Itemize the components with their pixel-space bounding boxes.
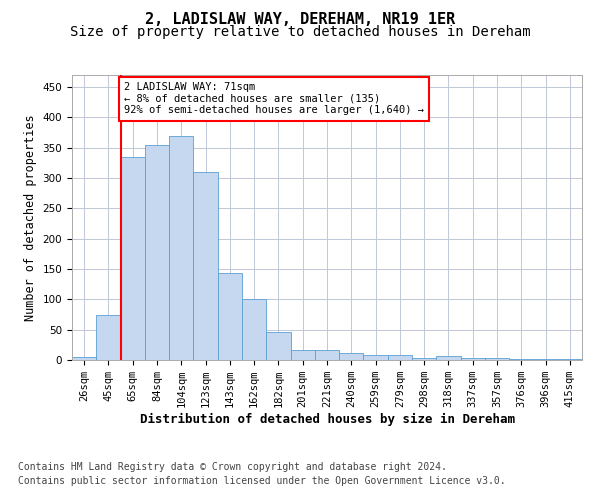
Bar	[412, 358, 436, 360]
Text: 2 LADISLAW WAY: 71sqm
← 8% of detached houses are smaller (135)
92% of semi-deta: 2 LADISLAW WAY: 71sqm ← 8% of detached h…	[124, 82, 424, 116]
Text: Size of property relative to detached houses in Dereham: Size of property relative to detached ho…	[70, 25, 530, 39]
Bar	[121, 157, 145, 360]
Bar	[218, 274, 242, 360]
Bar	[364, 354, 388, 360]
Bar	[485, 358, 509, 360]
Text: Contains HM Land Registry data © Crown copyright and database right 2024.: Contains HM Land Registry data © Crown c…	[18, 462, 447, 472]
Text: Distribution of detached houses by size in Dereham: Distribution of detached houses by size …	[139, 412, 515, 426]
Bar	[436, 356, 461, 360]
Bar	[169, 136, 193, 360]
Text: 2, LADISLAW WAY, DEREHAM, NR19 1ER: 2, LADISLAW WAY, DEREHAM, NR19 1ER	[145, 12, 455, 28]
Bar	[461, 358, 485, 360]
Bar	[533, 359, 558, 360]
Bar	[339, 354, 364, 360]
Bar	[266, 332, 290, 360]
Bar	[242, 300, 266, 360]
Bar	[96, 314, 121, 360]
Bar	[290, 350, 315, 360]
Y-axis label: Number of detached properties: Number of detached properties	[24, 114, 37, 321]
Bar	[145, 144, 169, 360]
Bar	[72, 357, 96, 360]
Bar	[315, 350, 339, 360]
Text: Contains public sector information licensed under the Open Government Licence v3: Contains public sector information licen…	[18, 476, 506, 486]
Bar	[388, 355, 412, 360]
Bar	[193, 172, 218, 360]
